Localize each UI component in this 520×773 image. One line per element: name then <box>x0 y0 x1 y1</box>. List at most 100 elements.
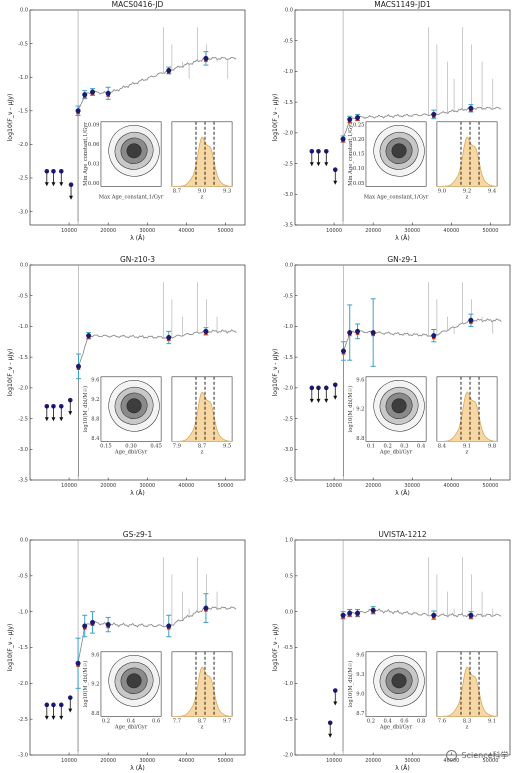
y-axis-label: log10(F_ν - μJy) <box>7 349 14 397</box>
upper-limit-arrowhead <box>309 162 314 167</box>
x-axis-label: λ (Å) <box>130 763 145 772</box>
upper-limit-arrowhead <box>69 195 74 200</box>
y-tick-label: -0.5 <box>283 38 293 44</box>
inset-x-tick-label: 9.5 <box>223 443 231 449</box>
inset-y-tick-label: 9.0 <box>356 691 364 697</box>
y-tick-label: 0.0 <box>20 538 28 544</box>
y-tick-label: -2.0 <box>18 142 28 148</box>
inset-x-label: z <box>201 724 204 730</box>
y-tick-label: -3.5 <box>283 223 293 229</box>
posterior-contour <box>126 673 142 689</box>
photometry-point <box>90 89 96 95</box>
upper-limit-arrowhead <box>333 180 338 185</box>
x-tick-label: 10000 <box>326 228 342 234</box>
panel-title: GN-z10-3 <box>120 255 155 264</box>
panel-title: MACS0416-JD <box>112 0 164 9</box>
y-tick-label: -0.5 <box>18 293 28 299</box>
inset-y-tick-label: 0.00 <box>88 181 100 187</box>
photometry-point <box>75 108 81 114</box>
inset-y-tick-label: 8.8 <box>91 711 99 717</box>
y-axis-label: log10(F_ν - μJy) <box>7 94 14 142</box>
inset-y-tick-label: 9.2 <box>91 397 99 403</box>
upper-limit-arrowhead <box>324 162 329 167</box>
photometry-point <box>75 660 81 666</box>
y-tick-label: -1.0 <box>18 75 28 81</box>
photometry-point <box>340 348 346 354</box>
x-tick-label: 50000 <box>218 758 234 764</box>
upper-limit-arrowhead <box>316 398 321 403</box>
x-tick-label: 30000 <box>404 483 420 489</box>
y-tick-label: 0.0 <box>285 609 293 615</box>
photometry-point <box>203 55 209 61</box>
inset-y-label: log10(M_dbl/M☉) <box>347 661 354 708</box>
upper-limit-arrowhead <box>333 395 338 400</box>
y-tick-label: -3.5 <box>283 478 293 484</box>
upper-limit-arrowhead <box>51 715 56 720</box>
plot-frame <box>29 539 246 756</box>
inset-x-tick-label: 0.6 <box>400 718 408 724</box>
y-tick-label: -3.5 <box>18 478 28 484</box>
y-tick-label: -1.0 <box>283 69 293 75</box>
upper-limit-arrowhead <box>44 182 49 187</box>
panel-title: UVISTA-1212 <box>378 530 427 539</box>
posterior-contour <box>126 143 142 159</box>
inset-x-label: Age_dbl/Gyr <box>114 724 148 730</box>
model-spectrum <box>77 606 237 752</box>
upper-limit-arrowhead <box>44 417 49 422</box>
inset-x-tick-label: 0.4 <box>384 718 393 724</box>
x-tick-label: 30000 <box>404 758 420 764</box>
y-tick-label: -2.0 <box>18 386 28 392</box>
upper-limit-arrowhead <box>51 182 56 187</box>
x-tick-label: 30000 <box>139 758 155 764</box>
x-tick-label: 40000 <box>443 758 459 764</box>
photometry-point <box>347 116 353 122</box>
plot-frame <box>29 264 246 481</box>
inset-y-tick-label: 0.15 <box>353 152 365 158</box>
inset-x-tick-label: 8.7 <box>198 718 206 724</box>
inset-x-label: Age_dbl/Gyr <box>114 449 148 455</box>
photometry-point <box>355 610 361 616</box>
inset-x-tick-label: 9.3 <box>223 188 231 194</box>
inset-x-tick-label: 9.1 <box>488 718 496 724</box>
inset-y-tick-label: 9.6 <box>356 377 364 383</box>
x-tick-label: 40000 <box>178 483 194 489</box>
photometry-point <box>340 136 346 142</box>
y-tick-label: -1.5 <box>18 108 28 114</box>
y-tick-label: 0.0 <box>285 8 293 14</box>
x-tick-label: 10000 <box>326 758 342 764</box>
y-tick-label: -2.0 <box>283 131 293 137</box>
watermark-icon <box>446 750 457 761</box>
inset-y-tick-label: 9.6 <box>356 652 364 658</box>
posterior-distribution <box>436 136 498 187</box>
inset-y-label: Min Age_constant,1/Gyr <box>83 122 89 186</box>
inset-y-tick-label: 9.6 <box>91 652 99 658</box>
model-spectrum <box>342 608 502 752</box>
sed-panel-6: UVISTA-1212 1.0 0.5 0.0 -0.5 -1.0 -1.5 -2.0 1000… <box>272 530 511 772</box>
inset-y-tick-label: 0.25 <box>353 122 365 128</box>
x-tick-label: 50000 <box>218 228 234 234</box>
inset-x-tick-label: 8.3 <box>463 718 471 724</box>
x-tick-label: 40000 <box>443 483 459 489</box>
inset-x-tick-label: 9.8 <box>488 443 496 449</box>
y-tick-label: -1.0 <box>283 681 293 687</box>
photometry-point <box>347 330 353 336</box>
photometry-point <box>431 333 437 339</box>
x-tick-label: 10000 <box>61 758 77 764</box>
posterior-contour <box>126 398 142 414</box>
y-tick-label: -1.5 <box>18 645 28 651</box>
model-spectrum <box>342 318 502 477</box>
y-tick-label: -2.5 <box>18 717 28 723</box>
inset-y-label: log10(M_dbl/M☉) <box>82 386 89 433</box>
x-tick-label: 50000 <box>483 228 499 234</box>
y-tick-label: -1.5 <box>18 355 28 361</box>
y-tick-label: -1.0 <box>283 324 293 330</box>
inset-x-tick-label: 0.8 <box>417 718 425 724</box>
photometry-point <box>166 623 172 629</box>
photometry-point <box>86 333 92 339</box>
y-tick-label: -2.0 <box>18 681 28 687</box>
inset-y-tick-label: 9.6 <box>91 377 99 383</box>
y-tick-label: -0.5 <box>283 645 293 651</box>
inset-x-tick-label: 0.2 <box>384 443 392 449</box>
y-tick-label: -2.0 <box>283 386 293 392</box>
